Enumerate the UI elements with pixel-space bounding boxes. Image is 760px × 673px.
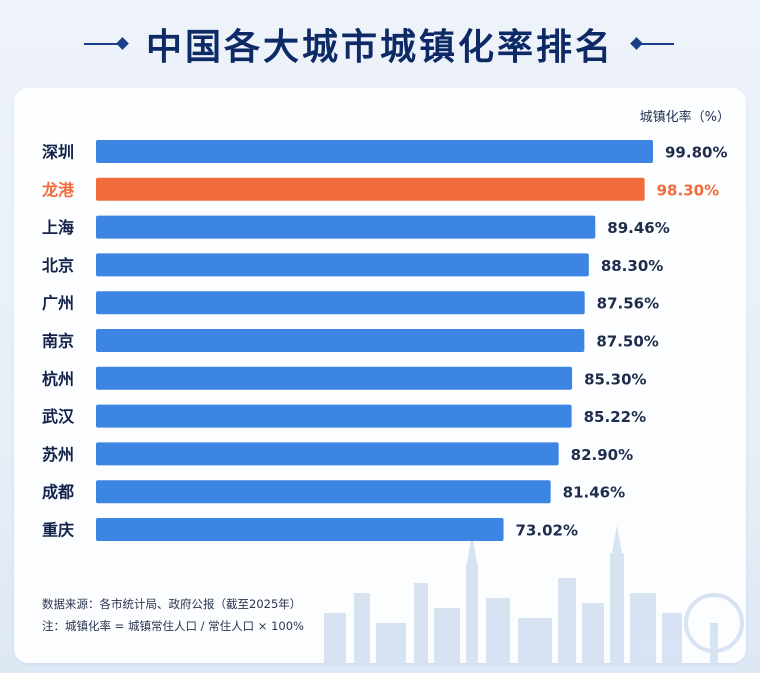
category-label: 北京 <box>42 256 74 275</box>
bar <box>96 480 551 504</box>
value-label: 73.02% <box>516 522 578 540</box>
category-label: 南京 <box>42 332 74 351</box>
value-label: 85.22% <box>584 408 646 426</box>
title-decoration-right <box>640 43 674 45</box>
category-label: 重庆 <box>42 521 74 540</box>
unit-label: 城镇化率（%） <box>639 110 730 125</box>
bar <box>96 442 559 466</box>
page-title: 中国各大城市城镇化率排名 <box>145 27 614 68</box>
bar-chart: 深圳 99.80% 龙港 98.30% 上海 89.46% 北京 88.30% 广州 87.56%… <box>41 140 727 541</box>
bar <box>96 518 504 541</box>
value-label: 88.30% <box>601 257 663 275</box>
bar <box>96 140 653 163</box>
category-label: 龙港 <box>41 180 75 199</box>
bar <box>96 404 572 428</box>
value-label: 98.30% <box>657 181 719 199</box>
value-label: 85.30% <box>584 370 646 388</box>
category-label: 广州 <box>42 294 74 313</box>
title-decoration-left <box>84 43 118 45</box>
category-label: 上海 <box>42 218 74 237</box>
bar <box>96 215 596 239</box>
value-label: 82.90% <box>571 446 633 464</box>
bar <box>96 253 589 277</box>
chart-card: 城镇化率（%） 深圳 99.80% 龙港 98.30% 上海 89.46% 北京 88.30%… <box>14 88 746 663</box>
category-label: 杭州 <box>42 369 74 388</box>
title-banner: 中国各大城市城镇化率排名 <box>0 0 760 86</box>
formula-note: 注：城镇化率 = 城镇常住人口 / 常住人口 × 100% <box>42 619 304 633</box>
bar <box>96 366 573 390</box>
bar <box>96 177 645 201</box>
skyline-illustration <box>324 525 744 663</box>
bar <box>96 291 585 315</box>
bar <box>96 329 585 352</box>
value-label: 99.80% <box>665 144 727 162</box>
category-label: 成都 <box>42 483 74 502</box>
value-label: 87.50% <box>596 333 658 351</box>
category-label: 苏州 <box>42 445 74 464</box>
value-label: 81.46% <box>563 484 625 502</box>
source-note: 数据来源：各市统计局、政府公报（截至2025年） <box>42 597 302 611</box>
value-label: 87.56% <box>597 295 659 313</box>
category-label: 深圳 <box>42 143 74 162</box>
value-label: 89.46% <box>607 219 669 237</box>
category-label: 武汉 <box>42 407 75 426</box>
